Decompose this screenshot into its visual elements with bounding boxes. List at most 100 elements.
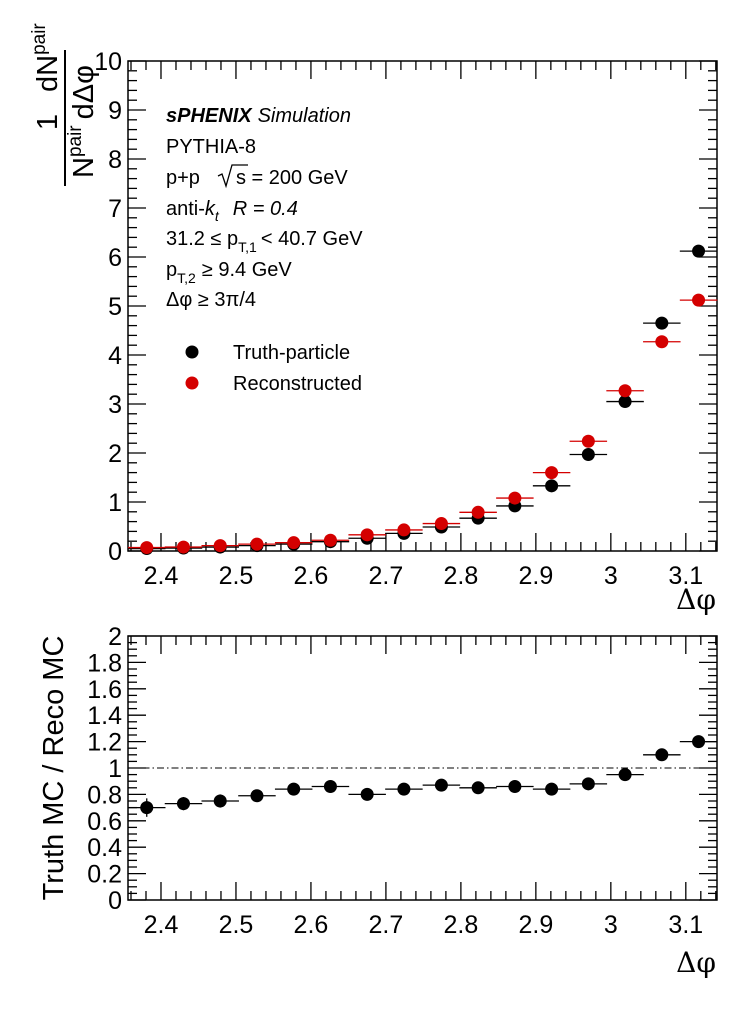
jet-algorithm-label: anti-kt R = 0.4	[166, 198, 298, 224]
y-tick-label: 8	[108, 146, 122, 174]
y-title-one: 1	[32, 114, 64, 130]
ratio-point	[655, 748, 669, 762]
y-tick-label: 0.8	[87, 781, 122, 809]
jet-alg-k: k	[205, 198, 216, 220]
reconstructed-point	[618, 384, 632, 398]
x-tick-label: 2.5	[219, 911, 254, 939]
x-tick-label: 2.9	[518, 562, 553, 590]
reconstructed-point	[250, 537, 264, 551]
generator-label: PYTHIA-8	[166, 136, 256, 158]
x-tick-label: 2.7	[369, 911, 404, 939]
x-tick-label: 2.8	[444, 911, 479, 939]
experiment-label: sPHENIX Simulation	[166, 105, 351, 127]
ratio-point	[213, 794, 227, 808]
reconstructed-point	[287, 536, 301, 550]
pt2-sub: T,2	[177, 270, 196, 286]
x-tick-label: 3.1	[668, 911, 703, 939]
truth-particle-point	[692, 244, 706, 258]
x-tick-label: 3.1	[668, 562, 703, 590]
y-title-den-rest: dΔφ	[68, 65, 100, 119]
reconstructed-point	[692, 293, 706, 307]
ratio-point	[508, 779, 522, 793]
ratio-point	[397, 782, 411, 796]
energy-text: s = 200 GeV	[236, 167, 348, 189]
truth-particle-point	[618, 395, 632, 409]
pt2-p: p	[166, 259, 177, 281]
y-tick-label: 0.4	[87, 834, 122, 862]
truth-particle-point	[655, 316, 669, 330]
x-tick-label: 2.4	[144, 562, 179, 590]
y-tick-label: 1.4	[87, 702, 122, 730]
y-tick-label: 1	[108, 489, 122, 517]
reconstructed-point	[323, 533, 337, 547]
ratio-point	[618, 768, 632, 782]
ratio-point	[140, 801, 154, 815]
bottom-x-axis-title: Δφ	[676, 946, 716, 979]
reconstructed-point	[213, 539, 227, 553]
y-tick-label: 2	[108, 440, 122, 468]
y-title-num-sub: pair	[29, 23, 50, 55]
y-tick-label: 1.6	[87, 676, 122, 704]
legend-marker-reco	[185, 376, 199, 390]
ratio-point	[471, 781, 485, 795]
top-axis-ticks	[128, 60, 717, 552]
y-tick-label: 1.8	[87, 649, 122, 677]
y-title-num-base: dN	[32, 55, 64, 92]
y-title-numerator: dNpair	[29, 23, 64, 92]
pt2-cut-label: pT,2 ≥ 9.4 GeV	[166, 259, 292, 286]
sqrt-sign	[217, 164, 248, 189]
ratio-point	[250, 789, 264, 803]
annotation-block: sPHENIX Simulation PYTHIA-8 p+p s = 200 G…	[166, 105, 363, 311]
legend-label-truth: Truth-particle	[233, 342, 350, 364]
reconstructed-point	[397, 523, 411, 537]
bottom-data-marks	[128, 735, 718, 817]
reconstructed-point	[434, 517, 448, 531]
bottom-panel: 2.4 2.5 2.6 2.7 2.8 2.9 3 3.1 00.20.40.60.811.2…	[38, 623, 718, 979]
top-x-axis-title: Δφ	[676, 583, 716, 616]
top-y-tick-labels: 0 1 2 3 4 5 6 7 8 9 10	[94, 48, 122, 566]
reconstructed-point	[545, 466, 559, 480]
experiment-suffix: Simulation	[258, 105, 351, 127]
x-tick-label: 2.5	[219, 562, 254, 590]
energy-label: s = 200 GeV	[217, 164, 348, 189]
collision-label: p+p	[166, 167, 200, 189]
experiment-name: sPHENIX	[166, 105, 253, 127]
pt1-high: < 40.7 GeV	[261, 228, 363, 250]
reconstructed-point	[508, 491, 522, 505]
bottom-x-tick-labels: 2.4 2.5 2.6 2.7 2.8 2.9 3 3.1	[144, 911, 704, 939]
y-tick-label: 2	[108, 623, 122, 651]
pt1-sub: T,1	[238, 239, 257, 255]
y-tick-label: 9	[108, 97, 122, 125]
bottom-y-tick-labels: 00.20.40.60.811.21.41.61.82	[87, 623, 122, 915]
x-tick-label: 3	[604, 562, 618, 590]
reconstructed-point	[176, 540, 190, 554]
y-title-den-sub: pair	[65, 125, 86, 157]
x-tick-label: 2.7	[369, 562, 404, 590]
truth-particle-point	[581, 447, 595, 461]
ratio-point	[323, 779, 337, 793]
ratio-point	[176, 797, 190, 811]
legend: Truth-particle Reconstructed	[185, 342, 362, 395]
bottom-y-axis-title: Truth MC / Reco MC	[38, 636, 70, 901]
y-tick-label: 10	[94, 48, 122, 76]
ratio-point	[545, 782, 559, 796]
jet-alg-prefix: anti-	[166, 198, 205, 220]
jet-alg-sub: t	[215, 208, 220, 224]
x-tick-label: 2.4	[144, 911, 179, 939]
ratio-point	[692, 735, 706, 749]
y-tick-label: 6	[108, 244, 122, 272]
reconstructed-point	[140, 541, 154, 555]
reconstructed-point	[655, 335, 669, 349]
jet-radius: R = 0.4	[233, 198, 298, 220]
legend-label-reco: Reconstructed	[233, 373, 362, 395]
y-tick-label: 4	[108, 342, 122, 370]
x-tick-label: 3	[604, 911, 618, 939]
pt1-low: 31.2 ≤ p	[166, 228, 238, 250]
ratio-point	[581, 777, 595, 791]
y-title-den-base: N	[68, 157, 100, 178]
reconstructed-point	[581, 434, 595, 448]
y-tick-label: 5	[108, 293, 122, 321]
x-tick-label: 2.6	[294, 562, 329, 590]
dphi-cut-label: Δφ ≥ 3π/4	[166, 289, 256, 311]
